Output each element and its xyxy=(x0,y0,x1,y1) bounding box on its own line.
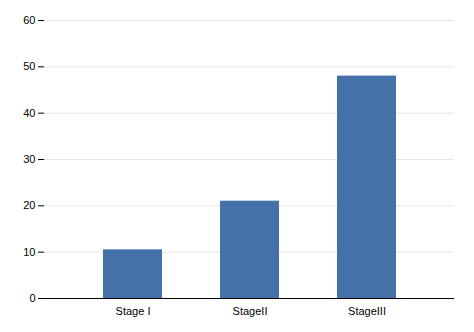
svg-text:StageII: StageII xyxy=(233,305,268,317)
svg-text:20: 20 xyxy=(23,199,35,211)
svg-text:0: 0 xyxy=(29,292,35,304)
svg-text:50: 50 xyxy=(23,60,35,72)
svg-text:60: 60 xyxy=(23,14,35,26)
svg-text:Stage I: Stage I xyxy=(116,305,151,317)
svg-text:StageIII: StageIII xyxy=(348,305,386,317)
svg-text:40: 40 xyxy=(23,107,35,119)
svg-text:30: 30 xyxy=(23,153,35,165)
svg-text:10: 10 xyxy=(23,246,35,258)
